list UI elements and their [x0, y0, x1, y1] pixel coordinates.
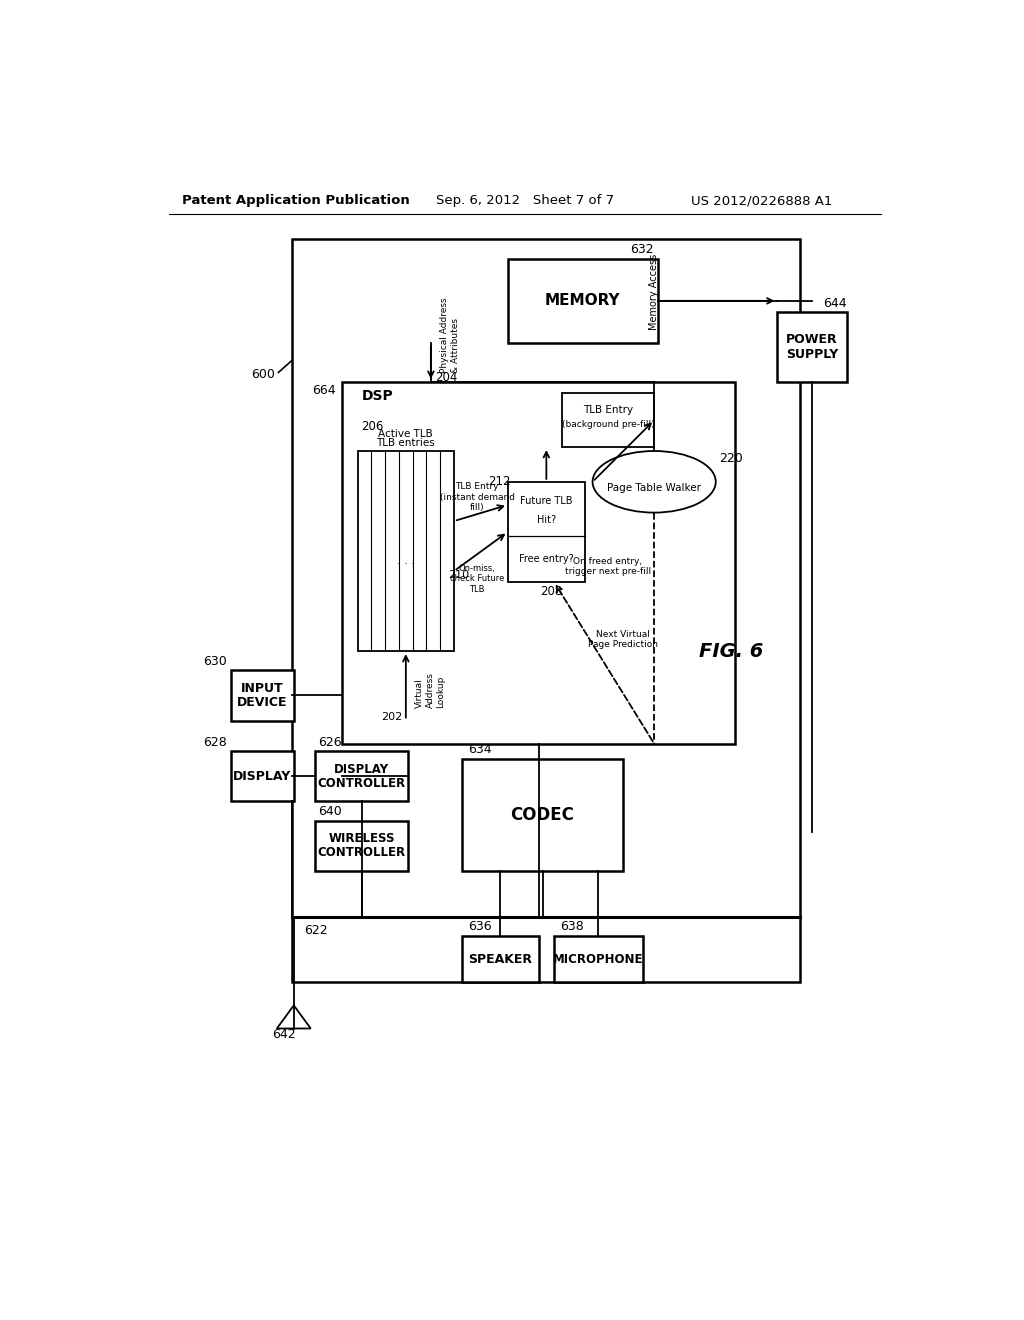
Text: WIRELESS: WIRELESS: [329, 832, 395, 845]
Text: (background pre-fill): (background pre-fill): [561, 420, 654, 429]
Text: On-miss,
check Future
TLB: On-miss, check Future TLB: [450, 564, 504, 594]
Bar: [342, 381, 735, 743]
Text: Virtual
Address
Lookup: Virtual Address Lookup: [415, 672, 444, 708]
Text: TLB Entry
(instant demand
fill): TLB Entry (instant demand fill): [439, 482, 514, 512]
Text: 210: 210: [449, 570, 469, 579]
Text: TLB entries: TLB entries: [377, 438, 435, 449]
Text: . . .: . . .: [397, 556, 415, 566]
Text: DEVICE: DEVICE: [237, 696, 288, 709]
Text: CONTROLLER: CONTROLLER: [317, 776, 406, 789]
Text: 632: 632: [631, 243, 654, 256]
Text: SPEAKER: SPEAKER: [468, 953, 532, 966]
Text: CONTROLLER: CONTROLLER: [317, 846, 406, 859]
Text: US 2012/0226888 A1: US 2012/0226888 A1: [691, 194, 833, 207]
Text: Sep. 6, 2012   Sheet 7 of 7: Sep. 6, 2012 Sheet 7 of 7: [436, 194, 613, 207]
Text: 212: 212: [488, 475, 511, 487]
Bar: [230, 751, 294, 801]
Text: 208: 208: [541, 585, 562, 598]
Text: Patent Application Publication: Patent Application Publication: [182, 194, 410, 207]
Bar: [462, 759, 624, 871]
Text: CODEC: CODEC: [511, 805, 574, 824]
Ellipse shape: [593, 451, 716, 512]
Text: Physical Address
& Attributes: Physical Address & Attributes: [440, 298, 460, 374]
Text: POWER: POWER: [786, 333, 838, 346]
Text: 640: 640: [317, 805, 341, 818]
Text: Page Table Walker: Page Table Walker: [607, 483, 701, 492]
Text: 220: 220: [720, 453, 743, 465]
Bar: [562, 393, 654, 447]
Text: Next Virtual
Page Prediction: Next Virtual Page Prediction: [589, 630, 658, 649]
Text: SUPPLY: SUPPLY: [785, 348, 838, 362]
Text: 626: 626: [317, 735, 341, 748]
Text: 636: 636: [468, 920, 492, 933]
Text: 206: 206: [361, 420, 384, 433]
Text: 600: 600: [252, 367, 275, 380]
Text: Free entry?: Free entry?: [519, 554, 573, 564]
Text: 634: 634: [468, 743, 492, 756]
Text: DSP: DSP: [361, 388, 393, 403]
Text: Future TLB: Future TLB: [520, 496, 572, 506]
Text: FIG. 6: FIG. 6: [699, 642, 763, 661]
Bar: [777, 313, 847, 381]
Bar: [554, 936, 643, 982]
Text: 638: 638: [560, 920, 584, 933]
Text: 628: 628: [203, 735, 226, 748]
Bar: [230, 671, 294, 721]
Text: MICROPHONE: MICROPHONE: [553, 953, 644, 966]
Bar: [508, 259, 658, 343]
Bar: [315, 821, 408, 871]
Bar: [462, 936, 539, 982]
Text: 622: 622: [304, 924, 328, 937]
Text: 642: 642: [272, 1028, 296, 1041]
Text: MEMORY: MEMORY: [545, 293, 621, 309]
Text: 202: 202: [381, 711, 402, 722]
Text: On freed entry,
trigger next pre-fill: On freed entry, trigger next pre-fill: [565, 557, 651, 577]
Text: DISPLAY: DISPLAY: [233, 770, 292, 783]
Text: DISPLAY: DISPLAY: [334, 763, 389, 776]
Text: TLB Entry: TLB Entry: [583, 405, 633, 416]
Text: 630: 630: [203, 655, 226, 668]
Text: 204: 204: [435, 371, 457, 384]
Bar: [357, 451, 454, 651]
Bar: [315, 751, 408, 801]
Text: 664: 664: [312, 384, 336, 397]
Text: INPUT: INPUT: [241, 682, 284, 696]
Bar: [508, 482, 585, 582]
Bar: [292, 239, 801, 982]
Text: 644: 644: [823, 297, 847, 310]
Text: Hit?: Hit?: [537, 515, 556, 525]
Text: Active TLB: Active TLB: [379, 429, 433, 440]
Text: Memory Access: Memory Access: [649, 253, 659, 330]
